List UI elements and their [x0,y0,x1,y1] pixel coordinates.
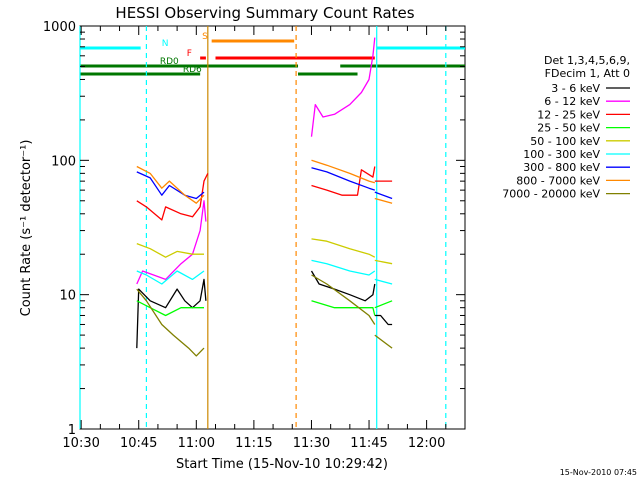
y-tick-label: 1 [68,423,76,438]
x-tick-label: 10:30 [62,436,99,451]
x-axis: 10:30 10:45 11:00 11:15 11:30 11:45 12:00 [62,26,466,451]
series-line-4-seg-0 [136,242,204,258]
series-line-6-seg-2 [374,191,393,200]
data-series [136,37,393,357]
series-line-8-seg-1 [311,274,376,325]
vertical-markers [79,26,447,429]
legend-label: 7000 - 20000 keV [502,188,600,201]
legend: Det 1,3,4,5,6,9,FDecim 1, Att 0 3 - 6 keV… [502,54,630,201]
flag-label-s: S [202,32,208,42]
series-line-6-seg-1 [311,167,376,191]
x-axis-label: Start Time (15-Nov-10 10:29:42) [176,457,388,472]
series-line-1-seg-1 [310,37,376,137]
legend-header: Det 1,3,4,5,6,9, [544,54,630,67]
series-line-0-seg-0 [136,278,207,349]
series-line-2-seg-0 [136,173,209,221]
legend-label: 12 - 25 keV [537,108,600,121]
legend-label: 3 - 6 keV [551,82,600,95]
series-line-0-seg-2 [374,314,393,326]
y-tick-label: 100 [51,154,76,169]
flag-label-rd6: RD6 [183,65,202,75]
flag-label-f: F [187,49,192,59]
flag-label-n: N [162,39,169,49]
y-tick-label: 10 [59,289,76,304]
series-line-2-seg-1 [311,166,376,196]
series-line-5-seg-2 [374,278,393,285]
series-line-3-seg-0 [136,300,204,317]
chart-title: HESSI Observing Summary Count Rates [115,4,414,22]
series-line-4-seg-2 [374,259,393,265]
y-axis-label: Count Rate (s⁻¹ detector⁻¹) [19,140,34,317]
legend-label: 100 - 300 keV [523,148,600,161]
x-tick-label: 10:45 [120,436,157,451]
x-tick-label: 11:00 [178,436,215,451]
series-line-7-seg-1 [311,159,375,184]
y-tick-label: 1000 [43,20,76,35]
series-line-8-seg-0 [136,288,205,357]
legend-label: 50 - 100 keV [530,135,600,148]
x-tick-label: 11:30 [293,436,330,451]
series-line-3-seg-2 [374,300,393,309]
x-tick-label: 11:45 [350,436,387,451]
x-tick-label: 12:00 [408,436,445,451]
series-line-7-seg-0 [136,165,205,204]
series-line-5-seg-1 [311,259,376,276]
x-tick-label: 11:15 [235,436,272,451]
plot-area [79,25,466,430]
series-line-5-seg-0 [136,270,205,285]
series-line-4-seg-1 [311,238,376,258]
legend-label: 800 - 7000 keV [516,174,600,187]
legend-label: 300 - 800 keV [523,161,600,174]
series-line-7-seg-2 [374,197,393,204]
legend-label: 6 - 12 keV [544,95,600,108]
flag-label-rd0: RD0 [160,57,179,67]
series-line-3-seg-1 [311,300,376,316]
y-axis: 1 10 100 1000 [43,20,465,438]
legend-header: FDecim 1, Att 0 [545,67,630,80]
series-line-1-seg-0 [136,200,207,285]
legend-label: 25 - 50 keV [537,122,600,135]
series-line-6-seg-0 [136,171,205,200]
series-line-8-seg-2 [374,334,393,349]
timestamp: 15-Nov-2010 07:45 [560,468,637,477]
state-flags: N SF RD0 RD6 [80,32,465,76]
series-line-0-seg-1 [310,270,376,302]
